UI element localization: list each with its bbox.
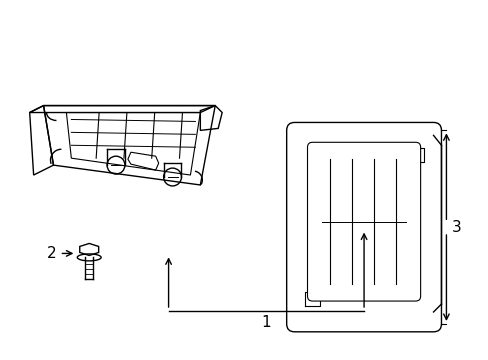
FancyBboxPatch shape <box>286 122 441 332</box>
Text: 3: 3 <box>450 220 460 235</box>
FancyBboxPatch shape <box>307 142 420 301</box>
Text: 2: 2 <box>47 246 56 261</box>
Text: 1: 1 <box>261 315 270 330</box>
